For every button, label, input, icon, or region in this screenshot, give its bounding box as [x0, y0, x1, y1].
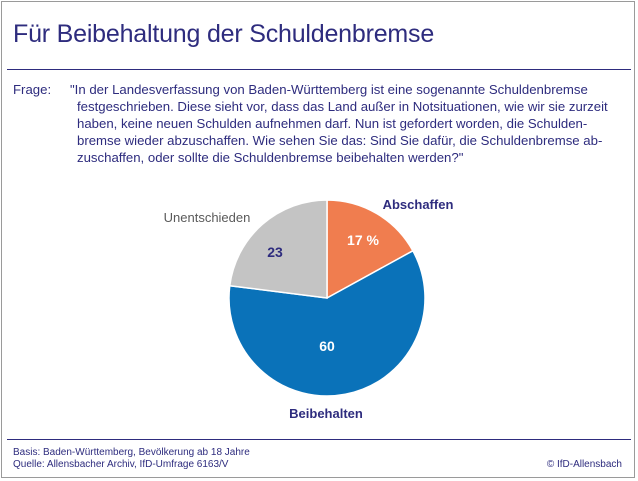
footer-copyright: © IfD-Allensbach — [546, 459, 622, 470]
pie-slice-beibehalten — [228, 249, 426, 397]
chart-title: Für Beibehaltung der Schuldenbremse — [13, 20, 435, 48]
footer-divider — [7, 439, 631, 440]
question-line: bremse wieder abzuschaffen. Wie sehen Si… — [77, 133, 603, 148]
pie-slice-unentschieden — [228, 199, 328, 299]
footer-basis: Basis: Baden-Württemberg, Bevölkerung ab… — [13, 447, 250, 458]
data-label-unentschieden: 23 — [267, 244, 283, 260]
question-text: "In der Landesverfassung von Baden-Württ… — [70, 81, 618, 166]
question-line: festgeschrieben. Diese sieht vor, dass d… — [77, 99, 608, 114]
question-label: Frage: — [13, 82, 52, 97]
legend-label-beibehalten: Beibehalten — [289, 406, 363, 421]
pie-slice-abschaffen — [326, 199, 414, 300]
data-label-abschaffen: 17 % — [347, 232, 379, 248]
title-divider — [7, 69, 631, 70]
footer-notes: Basis: Baden-Württemberg, Bevölkerung ab… — [13, 447, 250, 471]
question-line: "In der Landesverfassung von Baden-Württ… — [70, 82, 588, 97]
legend-label-unentschieden: Unentschieden — [164, 210, 251, 225]
footer-source: Quelle: Allensbacher Archiv, IfD-Umfrage… — [13, 459, 229, 470]
legend-label-abschaffen: Abschaffen — [383, 197, 454, 212]
question-line: zuschaffen, oder sollte die Schuldenbrem… — [77, 150, 464, 165]
question-line: haben, keine neuen Schulden aufnehmen da… — [77, 116, 588, 131]
data-label-beibehalten: 60 — [319, 338, 335, 354]
